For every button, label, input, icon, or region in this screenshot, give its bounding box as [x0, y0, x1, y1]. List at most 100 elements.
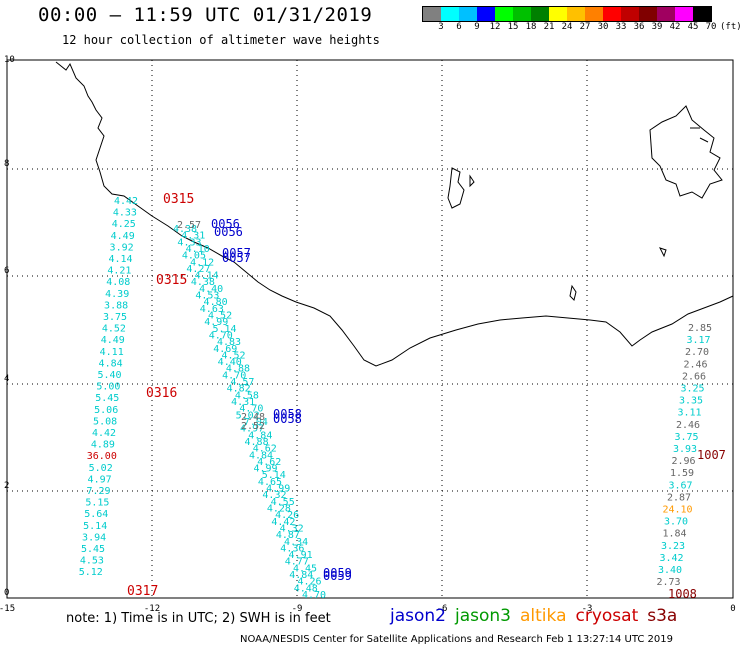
wave-height-label: 4.32: [280, 523, 304, 534]
x-tick-label: -6: [437, 604, 448, 614]
pass-time-label: 0059: [323, 566, 352, 580]
wave-height-label: 4.77: [285, 557, 309, 568]
wave-height-label: 4.69: [213, 344, 237, 355]
legend-swatch: [441, 7, 459, 21]
wave-height-label: 4.88: [226, 364, 250, 375]
coastline-west: [55, 61, 734, 367]
wave-height-label: 4.25: [112, 219, 136, 230]
wave-height-label: 4.26: [275, 510, 299, 521]
pass-time-label: 0058: [273, 412, 302, 426]
wave-height-label: 4.82: [227, 384, 251, 395]
wave-height-label: 4.57: [230, 377, 254, 388]
wave-height-label: 4.42: [92, 428, 116, 439]
legend-tick: 15: [507, 22, 519, 32]
pass-time-label: 0057: [222, 251, 251, 265]
legend-swatch: [459, 7, 477, 21]
wave-height-label: 2.57: [177, 220, 201, 231]
legend-swatch: [423, 7, 441, 21]
legend-swatch: [639, 7, 657, 21]
wave-height-label: 4.34: [284, 537, 308, 548]
wave-height-label: 5.00: [96, 382, 120, 393]
y-tick-label: 2: [4, 481, 9, 491]
wave-height-label: 4.52: [221, 350, 245, 361]
wave-height-label: 4.05: [182, 251, 206, 262]
coastline: [55, 61, 734, 367]
wave-height-label: 4.80: [204, 297, 228, 308]
wave-height-label: 4.99: [204, 317, 228, 328]
pass-time-label: 0316: [146, 386, 177, 401]
wave-height-label: 2.70: [685, 347, 709, 358]
wave-height-label: 4.62: [257, 457, 281, 468]
wave-height-label: 4.63: [200, 304, 224, 315]
wave-height-label: 3.42: [659, 553, 683, 564]
legend-swatch: [567, 7, 585, 21]
wave-height-label: 2.96: [671, 456, 695, 467]
wave-height-label: 3.25: [680, 384, 704, 395]
wave-height-label: 5.14: [262, 470, 286, 481]
legend-swatch: [477, 7, 495, 21]
legend-swatch: [531, 7, 549, 21]
page-title: 00:00 – 11:59 UTC 01/31/2019: [38, 4, 373, 26]
wave-height-label: 4.49: [111, 231, 135, 242]
lat-lon-grid: [7, 60, 733, 598]
wave-height-label: 3.11: [677, 408, 701, 419]
wave-height-label: 5.40: [97, 370, 121, 381]
pass-time-label: 0057: [222, 246, 251, 260]
legend-swatch: [693, 7, 711, 21]
axis-tick-labels: -15 -12 -9 -6 -3 0 0 2 4 6 8 10: [0, 55, 736, 614]
wave-height-label: 2.73: [656, 577, 680, 588]
wave-height-label: 4.55: [271, 497, 295, 508]
wave-height-color-legend: [422, 6, 712, 22]
y-tick-label: 8: [4, 159, 9, 169]
wave-height-label: 1.84: [662, 529, 686, 540]
legend-swatch: [657, 7, 675, 21]
wave-height-label: 3.93: [673, 444, 697, 455]
wave-height-label: 4.14: [108, 254, 132, 265]
legend-tick: 36: [633, 22, 645, 32]
satellite-name-jason3: jason3: [455, 606, 511, 626]
legend-tick: 30: [597, 22, 609, 32]
wave-height-label: 3.67: [668, 480, 692, 491]
wave-height-label: 4.87: [276, 530, 300, 541]
x-tick-label: -3: [582, 604, 593, 614]
legend-tick: 42: [669, 22, 681, 32]
wave-height-label: 4.39: [105, 289, 129, 300]
wave-height-label: 3.35: [679, 396, 703, 407]
wave-height-label: 4.83: [217, 337, 241, 348]
wave-height-label: 4.53: [195, 291, 219, 302]
wave-height-label: 2.46: [683, 359, 707, 370]
wave-height-label: 4.31: [181, 231, 205, 242]
legend-tick: 3: [438, 22, 444, 32]
wave-height-label: 2.87: [667, 492, 691, 503]
wave-height-label: 7.29: [86, 486, 110, 497]
wave-height-label: 4.49: [101, 335, 125, 346]
wave-height-label: 2.66: [682, 371, 706, 382]
wave-height-label: 4.26: [297, 577, 321, 588]
wave-height-label: 3.40: [658, 565, 682, 576]
satellite-tracks: 4.424.334.254.493.924.144.214.084.393.88…: [79, 192, 726, 601]
wave-height-label: 4.21: [107, 266, 131, 277]
wave-height-label: 4.97: [240, 424, 264, 435]
legend-tick: 12: [489, 22, 501, 32]
x-tick-label: 0: [730, 604, 735, 614]
wave-height-label: 4.31: [231, 397, 255, 408]
wave-height-label: 2.52: [241, 421, 265, 432]
legend-swatch: [513, 7, 531, 21]
page-subtitle: 12 hour collection of altimeter wave hei…: [62, 33, 380, 47]
wave-height-label: 4.10: [186, 244, 210, 255]
wave-height-label: 3.94: [82, 532, 106, 543]
x-tick-label: -15: [0, 604, 15, 614]
wave-height-label: 4.52: [102, 324, 126, 335]
wave-height-label: 4.99: [266, 484, 290, 495]
wave-height-label: 4.42: [114, 196, 138, 207]
wave-height-label: 4.12: [190, 257, 214, 268]
northeast-coast: [649, 105, 723, 199]
units-note: note: 1) Time is in UTC; 2) SWH is in fe…: [66, 611, 331, 626]
wave-height-label: 4.84: [248, 430, 272, 441]
legend-tick: 70: [705, 22, 717, 32]
wave-height-label: 4.33: [113, 208, 137, 219]
wave-height-label: 4.88: [245, 437, 269, 448]
pass-time-label: 0056: [211, 217, 240, 231]
wave-height-label: 3.75: [103, 312, 127, 323]
